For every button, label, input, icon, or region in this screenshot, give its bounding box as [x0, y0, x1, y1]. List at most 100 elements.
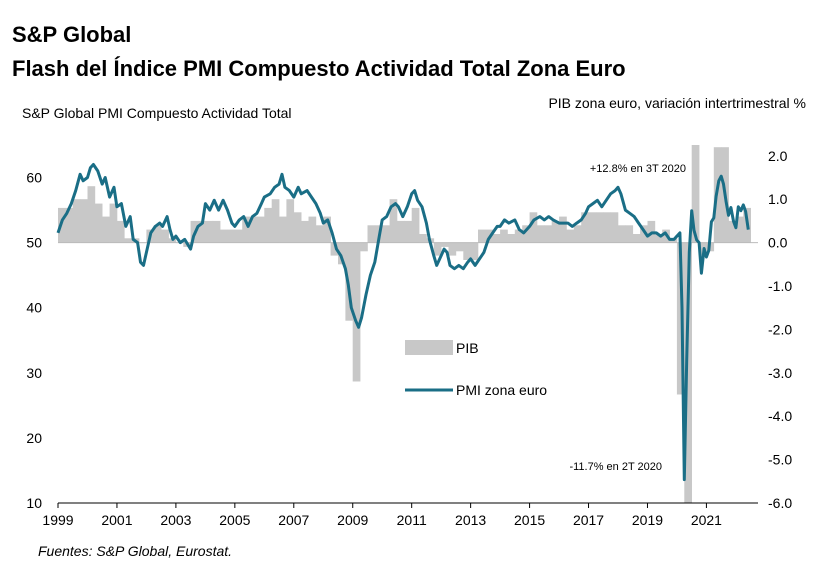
x-tick-label: 2019 — [632, 512, 663, 528]
gdp-bar — [293, 212, 302, 243]
chart-title: S&P Global — [12, 22, 132, 47]
left-y-tick-label: 10 — [26, 495, 42, 511]
gdp-bar — [382, 225, 390, 243]
gdp-bar — [102, 216, 110, 243]
gdp-bar — [551, 220, 560, 243]
gdp-bar — [581, 212, 589, 243]
legend: PIB PMI zona euro — [405, 340, 547, 398]
legend-label-pmi: PMI zona euro — [456, 382, 547, 398]
gdp-bar — [396, 220, 405, 243]
left-y-tick-label: 40 — [26, 300, 42, 316]
right-y-axis: 2.0 1.0 0.0 -1.0 -2.0 -3.0 -4.0 -5.0 -6.0 — [768, 148, 792, 511]
gdp-bar — [301, 220, 309, 243]
gdp-bar — [522, 225, 530, 243]
gdp-bar — [654, 234, 663, 243]
x-tick-label: 2017 — [573, 512, 604, 528]
gdp-bar — [264, 207, 272, 243]
gdp-bar — [198, 220, 206, 243]
source-note: Fuentes: S&P Global, Eurostat. — [38, 543, 233, 559]
gdp-bar — [234, 229, 243, 243]
gdp-bar — [566, 229, 575, 243]
gdp-bar — [433, 242, 442, 256]
gdp-bar — [227, 229, 236, 243]
gdp-bar — [80, 199, 88, 243]
gdp-bar — [507, 234, 516, 243]
gdp-bar — [116, 220, 125, 243]
chart-subtitle: Flash del Índice PMI Compuesto Actividad… — [12, 56, 626, 81]
gdp-bar — [249, 216, 258, 243]
gdp-bar — [603, 212, 611, 243]
right-y-tick-label: -6.0 — [768, 495, 792, 511]
gdp-bar — [625, 225, 634, 243]
gdp-bar — [94, 203, 103, 243]
gdp-bar — [330, 242, 339, 256]
annotation-q3-2020: +12.8% en 3T 2020 — [590, 163, 686, 175]
gdp-bar — [529, 212, 538, 243]
gdp-bar — [640, 225, 648, 243]
right-y-tick-label: -2.0 — [768, 321, 792, 337]
gdp-bar — [345, 242, 354, 321]
gdp-bar — [411, 207, 420, 243]
right-y-tick-label: -1.0 — [768, 278, 792, 294]
x-tick-label: 2009 — [337, 512, 368, 528]
gdp-bar — [72, 199, 81, 243]
gdp-bar — [500, 229, 508, 243]
gdp-bar — [389, 199, 398, 243]
gdp-bar — [544, 225, 552, 243]
gdp-bar — [441, 242, 449, 247]
gdp-bar — [478, 229, 486, 243]
right-y-tick-label: -3.0 — [768, 365, 792, 381]
left-y-tick-label: 30 — [26, 365, 42, 381]
gdp-bar — [470, 242, 479, 260]
gdp-bar — [360, 242, 368, 252]
left-axis-title: S&P Global PMI Compuesto Actividad Total — [22, 105, 292, 121]
gdp-bar — [536, 225, 545, 243]
gdp-bar — [205, 220, 214, 243]
gdp-bar — [684, 242, 692, 503]
right-y-tick-label: -5.0 — [768, 452, 792, 468]
left-y-axis: 10 20 30 40 50 60 — [26, 170, 42, 511]
gdp-bar — [595, 212, 604, 243]
gdp-bar — [279, 216, 287, 243]
x-tick-label: 1999 — [42, 512, 73, 528]
left-y-tick-label: 20 — [26, 430, 42, 446]
gdp-bar — [632, 234, 641, 243]
gdp-bar — [610, 212, 619, 243]
annotation-q2-2020: -11.7% en 2T 2020 — [569, 461, 662, 473]
gdp-bar — [153, 225, 162, 243]
gdp-bar — [573, 225, 582, 243]
gdp-bar — [109, 203, 118, 243]
gdp-bar — [338, 242, 346, 265]
pmi-line — [56, 163, 750, 482]
x-tick-label: 2015 — [514, 512, 545, 528]
x-axis: 1999 2001 2003 2005 2007 2009 2011 2013 2015 2017… — [42, 503, 722, 528]
x-tick-label: 2005 — [219, 512, 250, 528]
gdp-bar — [352, 242, 361, 382]
x-tick-label: 2013 — [455, 512, 486, 528]
gdp-bar — [65, 207, 74, 243]
gdp-bar — [735, 216, 744, 243]
legend-label-gdp: PIB — [456, 340, 479, 356]
x-tick-label: 2021 — [691, 512, 722, 528]
left-y-tick-label: 50 — [26, 235, 42, 251]
gdp-bar — [242, 216, 250, 243]
left-y-tick-label: 60 — [26, 170, 42, 186]
x-tick-label: 2011 — [397, 512, 427, 528]
gdp-bar — [124, 238, 132, 243]
right-y-tick-label: 0.0 — [768, 235, 788, 251]
right-y-tick-label: 1.0 — [768, 191, 788, 207]
gdp-bar — [618, 225, 626, 243]
gdp-bar — [308, 216, 317, 243]
gdp-bar — [514, 229, 523, 243]
gdp-bar — [559, 216, 567, 243]
gdp-bar — [256, 216, 265, 243]
gdp-bar — [367, 225, 376, 243]
gdp-bar — [455, 242, 464, 252]
x-tick-label: 2001 — [101, 512, 132, 528]
gdp-bars — [58, 145, 751, 503]
right-axis-title: PIB zona euro, variación intertrimestral… — [548, 95, 806, 111]
legend-swatch-gdp — [405, 340, 453, 355]
gdp-bar — [212, 220, 221, 243]
gdp-bar — [419, 234, 427, 243]
x-tick-label: 2007 — [278, 512, 309, 528]
